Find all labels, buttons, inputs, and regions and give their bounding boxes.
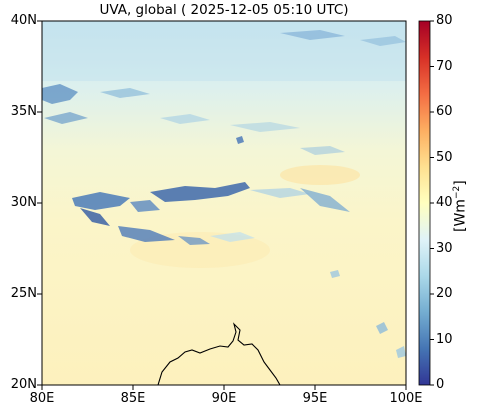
unit-close: ] xyxy=(452,180,469,186)
lon-label-100e: 100E xyxy=(389,391,423,406)
lat-label-20n: 20N xyxy=(10,377,37,392)
lon-label-95e: 95E xyxy=(302,391,328,406)
colorbar-label-60: 60 xyxy=(436,104,453,119)
lon-label-85e: 85E xyxy=(120,391,146,406)
map-panel xyxy=(42,21,406,385)
cloud-features xyxy=(42,30,406,358)
lon-label-90e: 90E xyxy=(211,391,237,406)
map-title: UVA, global ( 2025-12-05 05:10 UTC) xyxy=(99,2,349,18)
colorbar-label-50: 50 xyxy=(436,149,453,165)
lon-tick-marks xyxy=(41,385,407,390)
colorbar-unit-label: [Wm−2] xyxy=(452,180,469,232)
colorbar-label-80: 80 xyxy=(436,13,453,28)
lon-label-80e: 80E xyxy=(29,391,55,406)
lat-label-40n: 40N xyxy=(10,13,37,28)
colorbar-label-70: 70 xyxy=(436,58,453,74)
colorbar xyxy=(418,20,431,386)
lat-tick-marks xyxy=(37,20,42,386)
lat-label-30n: 30N xyxy=(10,195,37,210)
colorbar-label-40: 40 xyxy=(436,195,453,210)
lat-label-35n: 35N xyxy=(10,104,37,119)
unit-exponent: −2 xyxy=(452,185,462,200)
colorbar-label-30: 30 xyxy=(436,240,453,256)
coastline xyxy=(157,322,281,385)
unit-base: [Wm xyxy=(452,199,469,232)
lat-label-25n: 25N xyxy=(10,286,37,301)
colorbar-label-10: 10 xyxy=(436,331,453,347)
colorbar-label-20: 20 xyxy=(436,286,453,301)
colorbar-tick-marks xyxy=(430,20,434,386)
colorbar-label-0: 0 xyxy=(436,377,445,392)
